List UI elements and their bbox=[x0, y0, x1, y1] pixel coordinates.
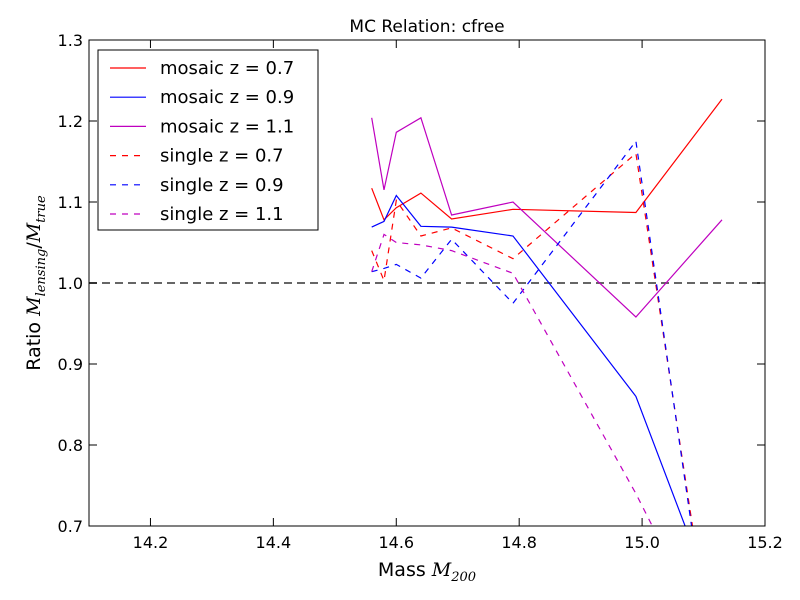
chart-title: MC Relation: cfree bbox=[349, 17, 504, 37]
legend-label: mosaic z = 0.9 bbox=[160, 87, 294, 108]
tick-layer: 14.2 14.4 14.6 14.8 15.0 15.2 0.7 0.8 0.9 1.0 1.1 1… bbox=[58, 31, 783, 552]
series-line-single-z-0-9 bbox=[371, 139, 693, 526]
y-axis-label: Ratio Mlensing/Mtrue bbox=[23, 195, 49, 371]
legend: mosaic z = 0.7 mosaic z = 0.9 mosaic z = 1… bbox=[97, 49, 319, 231]
legend-label: single z = 0.7 bbox=[160, 146, 284, 167]
y-tick-label: 1.0 bbox=[58, 274, 83, 293]
x-tick-label: 15.0 bbox=[624, 533, 660, 552]
y-tick-label: 1.3 bbox=[58, 31, 83, 50]
legend-label: mosaic z = 0.7 bbox=[160, 58, 294, 79]
plot-frame bbox=[88, 39, 766, 527]
x-tick-label: 14.2 bbox=[133, 533, 169, 552]
series-line-mosaic-z-0-9 bbox=[371, 194, 686, 526]
y-tick-label: 0.7 bbox=[58, 517, 83, 536]
y-tick-label: 1.2 bbox=[58, 112, 83, 131]
y-tick-label: 1.1 bbox=[58, 193, 83, 212]
x-tick-label: 15.2 bbox=[747, 533, 783, 552]
x-tick-label: 14.8 bbox=[501, 533, 537, 552]
series-line-single-z-0-7 bbox=[371, 152, 694, 526]
legend-box bbox=[97, 49, 319, 231]
legend-label: single z = 0.9 bbox=[160, 175, 284, 196]
y-tick-label: 0.9 bbox=[58, 355, 83, 374]
x-tick-label: 14.4 bbox=[256, 533, 292, 552]
series-line-single-z-1-1 bbox=[371, 233, 653, 526]
legend-label: single z = 1.1 bbox=[160, 204, 284, 225]
x-axis-label: Mass M200 bbox=[378, 559, 476, 585]
x-tick-label: 14.6 bbox=[378, 533, 414, 552]
legend-label: mosaic z = 1.1 bbox=[160, 116, 294, 137]
series-layer bbox=[371, 98, 723, 526]
y-tick-label: 0.8 bbox=[58, 436, 83, 455]
series-line-mosaic-z-1-1 bbox=[371, 116, 723, 318]
